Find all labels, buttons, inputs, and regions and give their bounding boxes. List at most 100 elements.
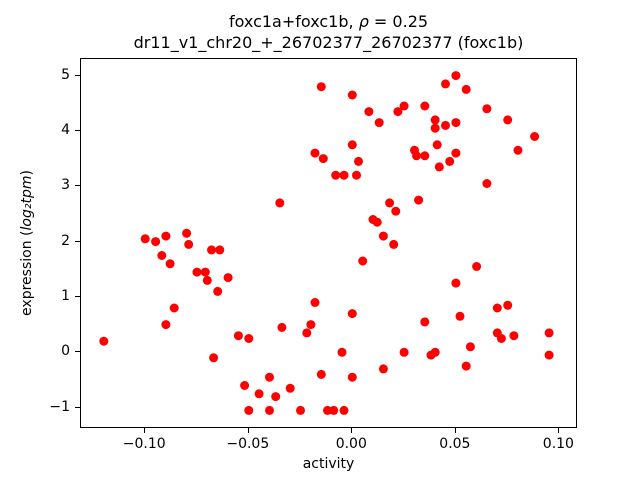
x-axis-label: activity (302, 456, 355, 472)
x-tick-mark (144, 428, 146, 433)
scatter-point (434, 162, 444, 172)
scatter-point (461, 361, 471, 371)
chart-subtitle: dr11_v1_chr20_+_26702377_26702377 (foxc1… (133, 33, 524, 52)
scatter-point (306, 320, 316, 330)
y-label-math: log₂tpm (19, 175, 35, 231)
scatter-point (509, 331, 519, 341)
scatter-point (157, 251, 167, 260)
y-tick-label: −1 (49, 398, 70, 415)
scatter-point (420, 317, 430, 327)
scatter-point (323, 405, 332, 415)
scatter-point (296, 405, 305, 415)
scatter-point (165, 259, 175, 269)
scatter-point (482, 179, 492, 188)
scatter-point (451, 148, 461, 158)
x-tick-mark (454, 428, 456, 433)
scatter-point (151, 237, 161, 247)
scatter-point (378, 364, 388, 374)
scatter-point (140, 234, 150, 244)
scatter-point (244, 334, 254, 343)
scatter-point (347, 140, 357, 150)
y-tick-mark (75, 406, 80, 408)
scatter-point (337, 347, 347, 357)
scatter-point (385, 198, 395, 208)
scatter-point (347, 90, 357, 100)
y-axis-label: expression (log₂tpm) (19, 170, 35, 316)
x-tick-label: 0.00 (335, 436, 367, 452)
x-tick-label: 0.10 (542, 436, 574, 452)
scatter-canvas (99, 71, 554, 415)
scatter-point (240, 381, 250, 390)
x-tick-label: −0.05 (226, 436, 270, 452)
y-tick-mark (75, 185, 80, 187)
scatter-point (503, 115, 513, 125)
y-tick-label: 1 (61, 288, 70, 304)
y-tick-label: 2 (61, 232, 70, 249)
scatter-point (503, 300, 513, 310)
scatter-point (393, 107, 403, 117)
scatter-point (465, 342, 475, 352)
title-correlation-value: = 0.25 (368, 12, 429, 31)
scatter-point (412, 151, 421, 161)
title-text: foxc1a+foxc1b, (228, 12, 359, 31)
scatter-point (461, 84, 471, 94)
scatter-point (430, 115, 440, 125)
x-tick-label: −0.10 (122, 436, 166, 452)
scatter-point (451, 118, 461, 128)
scatter-point (358, 256, 368, 266)
scatter-point (430, 347, 440, 357)
scatter-point (302, 328, 312, 338)
scatter-point (223, 273, 233, 283)
scatter-point (530, 132, 540, 141)
scatter-point (441, 120, 450, 130)
scatter-point (209, 353, 219, 363)
y-tick-mark (75, 74, 80, 76)
scatter-point (372, 217, 382, 227)
scatter-point (244, 405, 254, 415)
scatter-point (399, 101, 409, 111)
scatter-point (414, 195, 424, 205)
scatter-point (391, 206, 401, 216)
scatter-point (310, 148, 320, 158)
scatter-point (215, 245, 225, 255)
scatter-point (347, 372, 357, 382)
scatter-point (265, 372, 274, 382)
scatter-point (271, 392, 281, 402)
plot-area (80, 58, 577, 428)
y-tick-mark (75, 296, 80, 297)
scatter-point (265, 405, 274, 415)
scatter-point (339, 170, 349, 180)
scatter-point (513, 145, 523, 155)
scatter-point (233, 331, 243, 341)
scatter-point (184, 239, 194, 249)
scatter-point (472, 262, 482, 271)
scatter-point (318, 154, 328, 164)
scatter-point (544, 328, 554, 338)
title-rho-symbol: ρ (358, 12, 369, 31)
scatter-point (420, 151, 430, 161)
scatter-point (482, 104, 492, 114)
x-tick-label: 0.05 (439, 436, 471, 452)
scatter-point (169, 303, 179, 313)
chart-title-line1: foxc1a+foxc1b, ρ = 0.25 (80, 12, 577, 32)
scatter-point (364, 107, 374, 117)
scatter-point (207, 245, 216, 255)
y-tick-mark (75, 129, 80, 131)
scatter-point (378, 231, 388, 241)
y-tick-label: 4 (61, 121, 70, 138)
y-tick-mark (75, 240, 80, 242)
scatter-point (445, 156, 455, 166)
y-label-suffix: ) (19, 170, 35, 176)
scatter-point (352, 170, 361, 180)
scatter-point (432, 140, 442, 150)
scatter-point (389, 239, 399, 249)
scatter-point (441, 79, 450, 89)
scatter-point (420, 101, 430, 111)
scatter-point (277, 322, 287, 332)
scatter-point (451, 71, 461, 81)
scatter-point (316, 82, 326, 92)
scatter-point (285, 383, 295, 393)
scatter-point (310, 298, 320, 307)
scatter-point (316, 369, 326, 379)
scatter-point (455, 311, 465, 321)
